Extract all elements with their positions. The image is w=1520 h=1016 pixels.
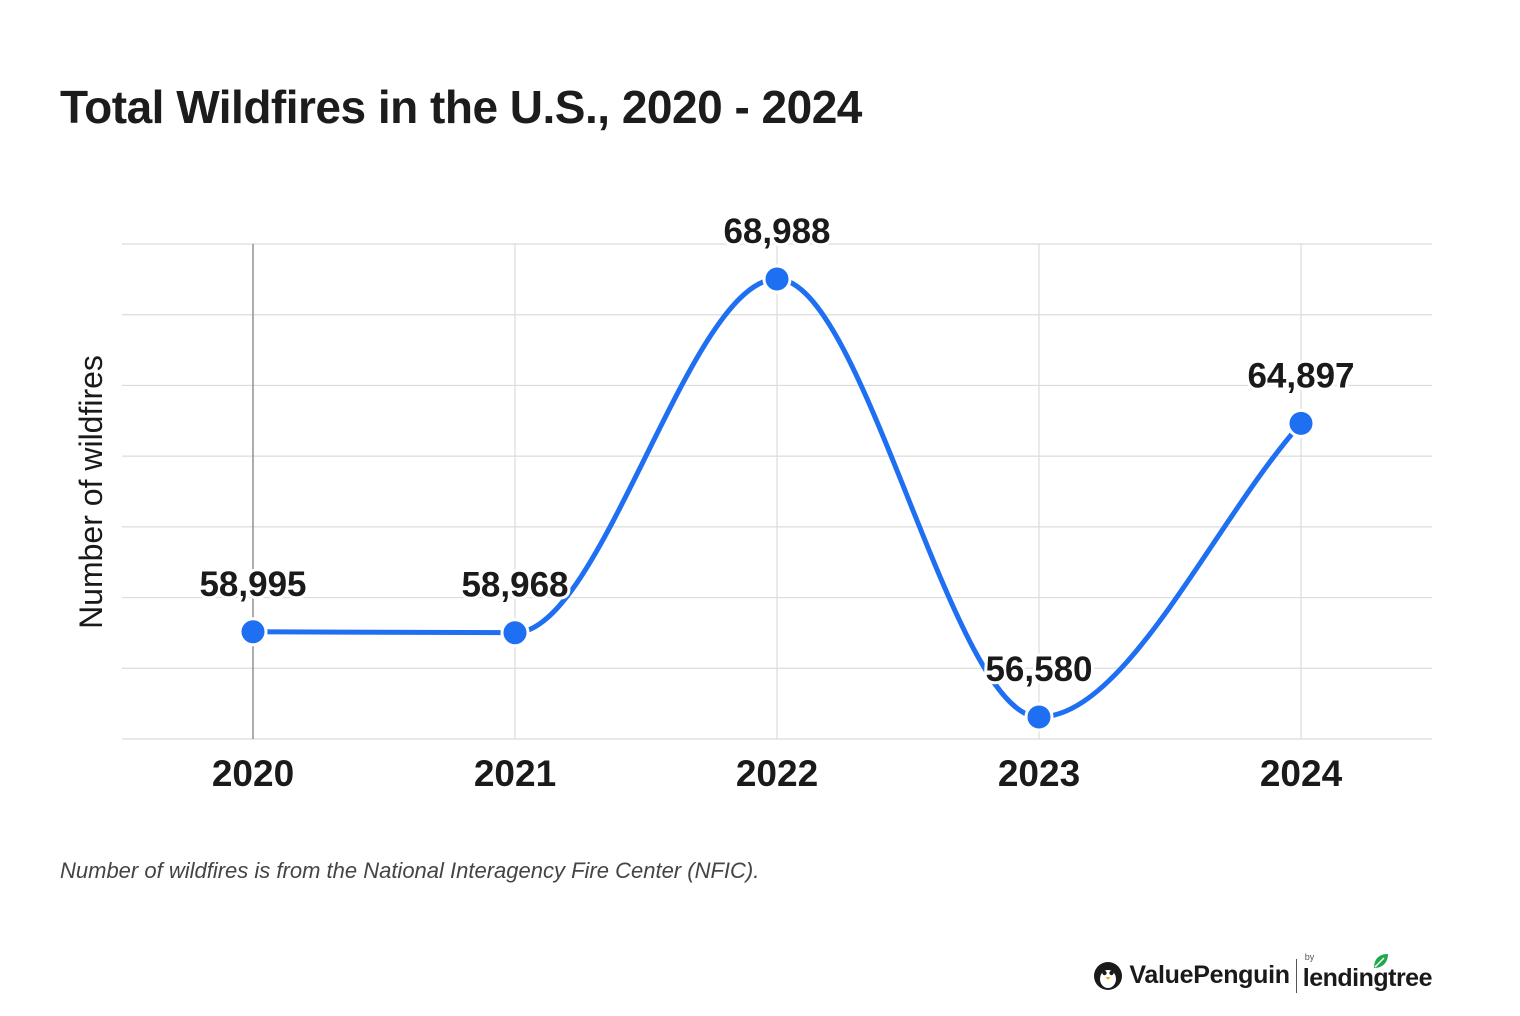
y-axis-label: Number of wildfires [73,355,109,629]
leaf-icon [1374,954,1388,968]
source-note: Number of wildfires is from the National… [60,858,760,883]
data-labels: 58,995 58,968 68,988 56,580 64,897 [196,209,1357,692]
x-tick-label: 2023 [998,753,1080,794]
brand-logo: ValuePenguin by lendingtree [1093,952,1433,993]
brand-by-text: by [1304,952,1315,962]
lendingtree-wordmark: lendingtree [1302,964,1433,992]
grid [122,243,1432,740]
data-label: 56,580 [985,650,1092,689]
x-tick-label: 2021 [474,753,556,794]
x-tick-label: 2024 [1260,753,1343,794]
series-line-group [250,276,1304,720]
data-label: 68,988 [723,212,830,251]
brand-divider [1295,958,1297,993]
x-axis-ticks: 2020 2021 2022 2023 2024 [212,753,1343,794]
data-point [1024,702,1054,732]
x-tick-label: 2022 [736,753,818,794]
series-line [250,276,1304,720]
valuepenguin-wordmark: ValuePenguin [1129,961,1290,989]
data-label: 58,968 [461,566,568,605]
data-label: 58,995 [199,565,306,604]
data-label: 64,897 [1247,356,1354,395]
data-point [500,618,530,648]
penguin-icon [1094,961,1123,990]
lendingtree-logo: by lendingtree [1302,952,1433,993]
data-points [238,264,1316,732]
x-tick-label: 2020 [212,753,294,794]
data-point [1286,408,1316,438]
chart-title: Total Wildfires in the U.S., 2020 - 2024 [60,81,862,133]
data-point [762,264,792,294]
data-point [238,617,268,647]
